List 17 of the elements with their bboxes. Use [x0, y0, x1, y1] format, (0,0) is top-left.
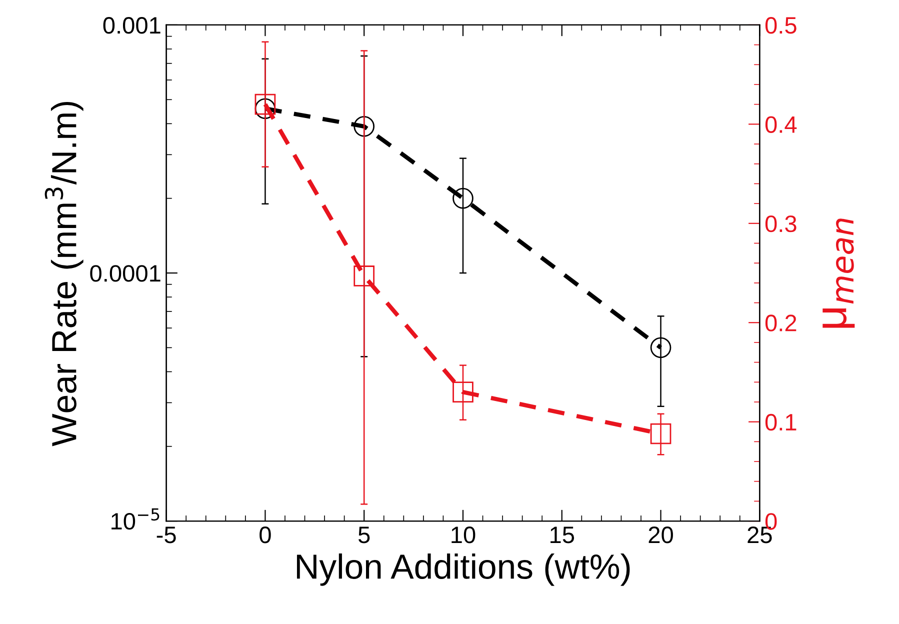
x-tick-label: 20	[648, 526, 673, 544]
x-tick-label: 10	[452, 526, 476, 544]
y-tick-label: 0.001	[103, 17, 160, 34]
y2-axis-title: μ$_{mean}$	[822, 218, 855, 328]
y2-tick-label: 0.5	[765, 17, 796, 34]
x-tick-label: 0	[260, 526, 271, 544]
y-tick-label: 10$^{−5}$	[112, 508, 160, 530]
y-tick-label: 0.0001	[90, 265, 160, 282]
y2-tick-label: 0.2	[765, 314, 796, 332]
y2-tick-label: 0.3	[765, 215, 796, 232]
y-axis-title: Wear Rate (mm$^{3}$/N.m)	[44, 102, 84, 446]
x-tick-label: 5	[358, 526, 370, 544]
x-tick-label: -5	[156, 526, 176, 544]
x-axis-title: Nylon Additions (wt%)	[296, 553, 630, 586]
x-tick-label: 15	[550, 526, 574, 544]
y2-tick-label: 0.4	[765, 116, 797, 133]
y2-tick-label: 0.1	[765, 414, 796, 431]
